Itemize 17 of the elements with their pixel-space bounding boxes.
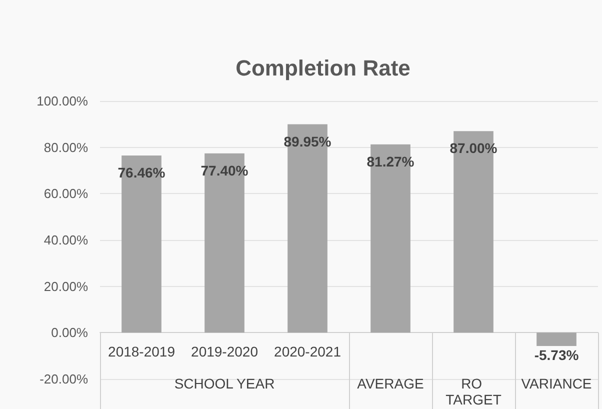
x-tick-label: 2020-2021 <box>274 344 342 360</box>
annotation: SCHOOL YEAR <box>174 376 275 392</box>
y-tick-label: 80.00% <box>44 140 88 155</box>
x-tick-label: RO TARGET <box>446 376 502 408</box>
x-tick-label: AVERAGE <box>357 376 424 392</box>
y-tick-label: 20.00% <box>44 278 88 294</box>
x-tick-label: 2018-2019 <box>108 344 176 360</box>
y-tick-label: -20.00% <box>40 372 88 386</box>
y-tick-label: 100.00% <box>36 94 88 108</box>
y-tick-label: 60.00% <box>44 186 88 202</box>
data-label: -5.73% <box>534 346 580 363</box>
x-tick-label: VARIANCE <box>521 376 592 392</box>
y-tick-label: 0.00% <box>51 325 88 340</box>
x-tick-label: 2019-2020 <box>191 344 258 360</box>
y-tick-label: 40.00% <box>44 232 88 248</box>
bar <box>536 332 576 346</box>
chart-title: Completion Rate <box>236 56 410 80</box>
